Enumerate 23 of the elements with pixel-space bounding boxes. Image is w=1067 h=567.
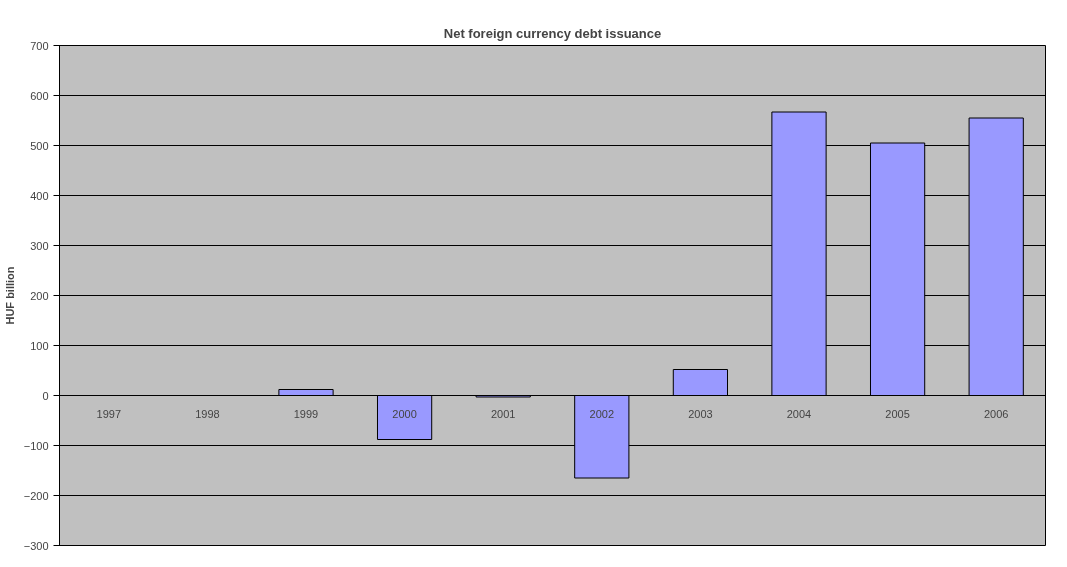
x-tick-label: 2003 [688, 407, 713, 420]
y-tick-label: 200 [30, 289, 49, 302]
y-tick-label: 0 [42, 389, 49, 402]
x-tick-label: 2000 [392, 407, 417, 420]
x-tick-label: 1999 [293, 407, 319, 420]
y-tick-label: −300 [23, 539, 49, 552]
y-tick-label: 300 [30, 239, 49, 252]
y-tick-label: 700 [30, 39, 49, 52]
x-tick-label: 2002 [589, 407, 615, 420]
y-tick-label: −200 [23, 489, 49, 502]
x-tick-label: 2005 [885, 407, 910, 420]
y-tick-label: 100 [30, 339, 49, 352]
x-tick-label: 2001 [490, 407, 516, 420]
chart-title: Net foreign currency debt issuance [443, 25, 662, 41]
y-tick-label: −100 [23, 439, 49, 452]
y-axis-title: HUF billion [3, 266, 16, 325]
y-tick-label: 500 [30, 139, 49, 152]
x-tick-label: 1997 [96, 407, 122, 420]
x-tick-label: 1998 [195, 407, 220, 420]
x-tick-label: 2004 [786, 407, 812, 420]
y-tick-label: 400 [30, 189, 49, 202]
x-tick-label: 2006 [983, 407, 1009, 420]
y-tick-label: 600 [30, 89, 49, 102]
